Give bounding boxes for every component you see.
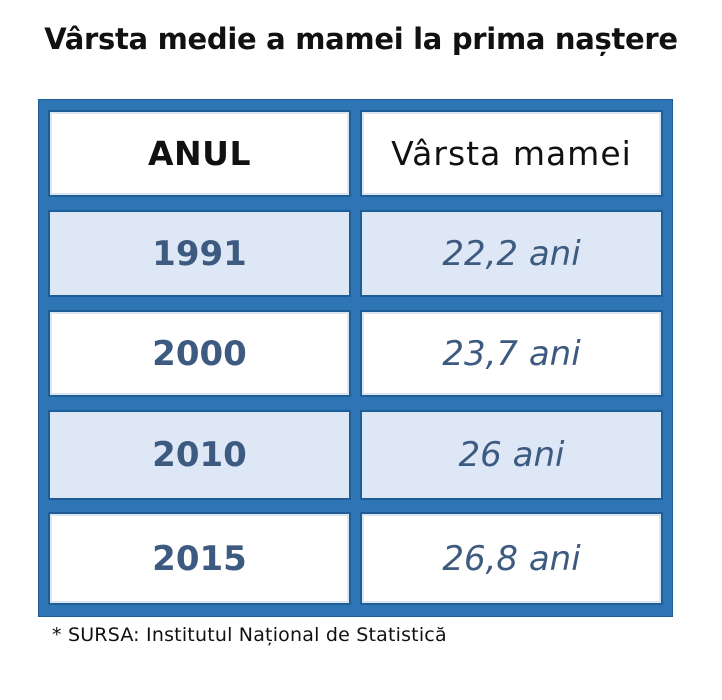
year-value: 2000 bbox=[152, 333, 247, 374]
header-age-label: Vârsta mamei bbox=[391, 134, 632, 173]
year-value: 2015 bbox=[152, 538, 247, 579]
year-value: 2010 bbox=[152, 435, 247, 475]
source-note: * SURSA: Institutul Național de Statisti… bbox=[52, 624, 447, 646]
table-row-year-cell: 2010 bbox=[48, 410, 351, 500]
age-value: 26,8 ani bbox=[442, 538, 581, 579]
age-value: 22,2 ani bbox=[442, 233, 581, 274]
table-row-year-cell: 1991 bbox=[48, 210, 351, 297]
table-row-year-cell: 2000 bbox=[48, 310, 351, 397]
age-value: 23,7 ani bbox=[442, 333, 581, 374]
table-row-age-cell: 22,2 ani bbox=[360, 210, 663, 297]
age-value: 26 ani bbox=[458, 435, 565, 475]
header-year-label: ANUL bbox=[148, 134, 251, 173]
table-row-year-cell: 2015 bbox=[48, 512, 351, 605]
table-row-age-cell: 26,8 ani bbox=[360, 512, 663, 605]
table-row-age-cell: 26 ani bbox=[360, 410, 663, 500]
chart-title: Vârsta medie a mamei la prima naștere bbox=[44, 22, 678, 56]
year-value: 1991 bbox=[152, 233, 247, 274]
header-cell-age: Vârsta mamei bbox=[360, 110, 663, 197]
table-row-age-cell: 23,7 ani bbox=[360, 310, 663, 397]
data-table: ANUL Vârsta mamei 1991 22,2 ani 2000 23,… bbox=[38, 99, 673, 617]
header-cell-year: ANUL bbox=[48, 110, 351, 197]
